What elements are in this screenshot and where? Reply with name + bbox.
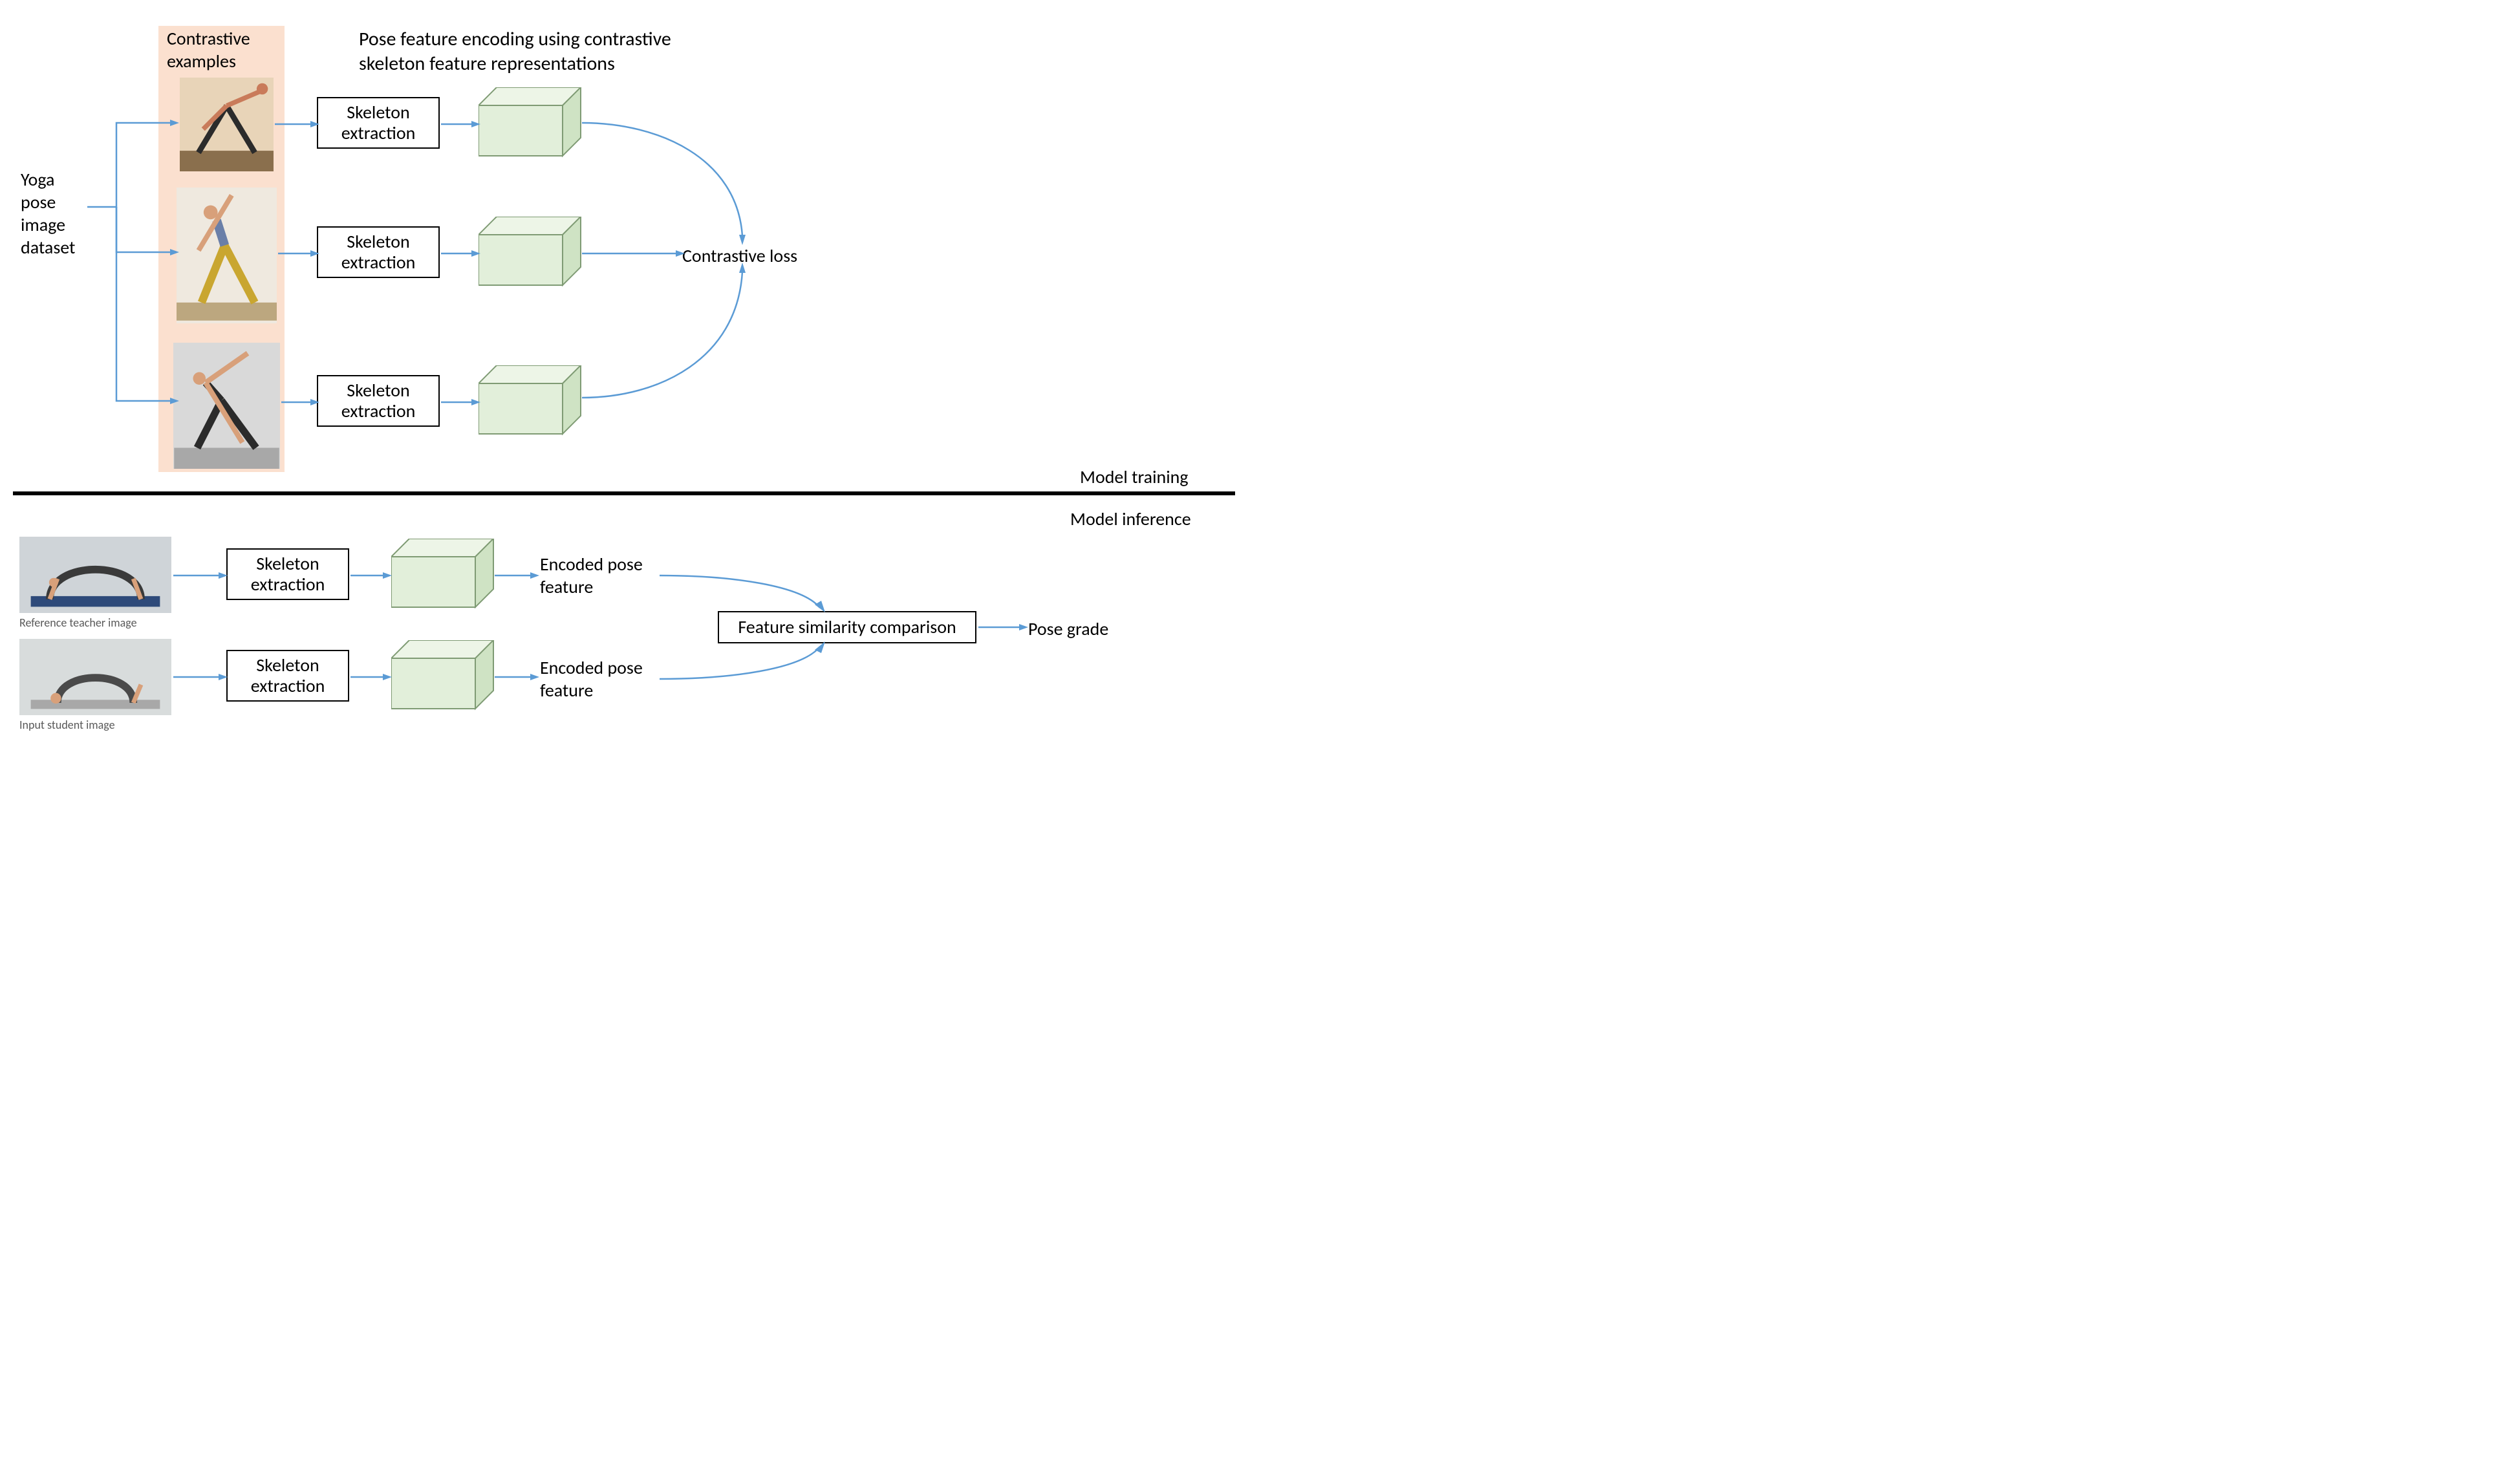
skeleton-extraction-box-3: Skeleton extraction xyxy=(317,375,440,427)
encoded-feature-teacher: Encoded pose feature xyxy=(540,553,643,598)
skeleton-extraction-box-2: Skeleton extraction xyxy=(317,226,440,278)
encoding-title: Pose feature encoding using contrastive … xyxy=(359,27,671,76)
arrow-encoded-student-to-sim xyxy=(660,634,828,685)
arrow-skel1-to-cube xyxy=(441,120,481,129)
arrow-skel-teacher-to-cube xyxy=(350,571,393,580)
pose-grade-label: Pose grade xyxy=(1028,618,1108,640)
section-divider xyxy=(13,491,1235,495)
arrow-cube3-to-loss xyxy=(582,262,750,404)
arrow-cube2-to-loss xyxy=(582,249,685,258)
arrow-sim-to-grade xyxy=(978,623,1029,632)
feature-cube-teacher xyxy=(391,539,495,610)
arrow-skel-student-to-cube xyxy=(350,672,393,682)
student-image xyxy=(19,639,171,715)
model-inference-label: Model inference xyxy=(1070,508,1191,530)
skeleton-extraction-box-1: Skeleton extraction xyxy=(317,97,440,149)
encoded-feature-student: Encoded pose feature xyxy=(540,656,643,702)
pose-image-2 xyxy=(177,188,277,323)
pose-image-1 xyxy=(180,78,274,171)
arrow-img2-to-skel xyxy=(278,249,320,258)
arrow-img1-to-skel xyxy=(275,120,320,129)
feature-cube-student xyxy=(391,640,495,711)
feature-cube-2 xyxy=(479,217,582,288)
skeleton-extraction-student: Skeleton extraction xyxy=(226,650,349,702)
arrow-cube-student-to-text xyxy=(495,672,540,682)
teacher-image xyxy=(19,537,171,613)
arrow-student-to-skel xyxy=(173,672,228,682)
arrow-img3-to-skel xyxy=(281,398,320,407)
feature-cube-3 xyxy=(479,365,582,436)
dataset-label: Yoga pose image dataset xyxy=(21,168,75,259)
pose-image-3 xyxy=(173,343,280,469)
model-training-label: Model training xyxy=(1080,466,1189,488)
arrow-skel2-to-cube xyxy=(441,249,481,258)
contrastive-examples-label: Contrastive examples xyxy=(167,27,250,72)
arrow-cube1-to-loss xyxy=(582,120,750,249)
arrow-cube-teacher-to-text xyxy=(495,571,540,580)
student-caption: Input student image xyxy=(19,718,115,733)
arrow-teacher-to-skel xyxy=(173,571,228,580)
feature-cube-1 xyxy=(479,87,582,158)
arrow-skel3-to-cube xyxy=(441,398,481,407)
arrow-encoded-teacher-to-sim xyxy=(660,572,828,624)
skeleton-extraction-teacher: Skeleton extraction xyxy=(226,548,349,600)
teacher-caption: Reference teacher image xyxy=(19,616,137,630)
arrow-dataset-split xyxy=(87,120,181,404)
